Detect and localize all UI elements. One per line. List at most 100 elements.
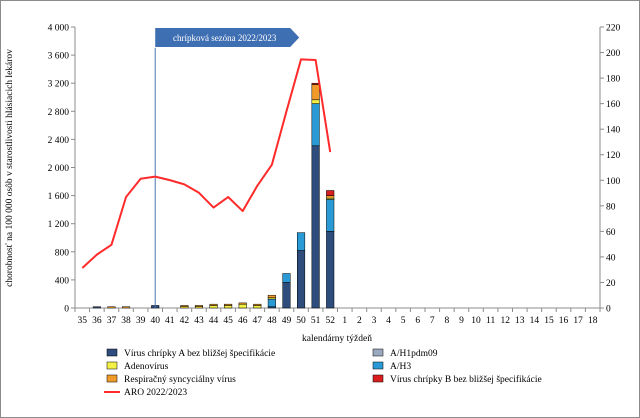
x-tick-label: 16: [559, 316, 569, 326]
season-arrow-banner: [155, 28, 300, 47]
bar-segment: [311, 145, 320, 309]
left-tick-label: 800: [55, 248, 70, 258]
y-axis-title: chorobnosť na 100 000 osôb v starostlivo…: [4, 49, 15, 287]
bar-segment: [122, 306, 131, 309]
x-tick-label: 49: [282, 316, 292, 326]
right-tick-label: 60: [606, 228, 616, 238]
x-tick-label: 10: [471, 316, 481, 326]
legend-label: ARO 2022/2023: [124, 388, 187, 398]
right-tick-label: 20: [606, 279, 616, 289]
bar-segment: [209, 305, 218, 309]
bar-segment: [180, 305, 189, 307]
legend-label: Respiračný syncyciálny vírus: [124, 375, 236, 385]
x-tick-label: 40: [150, 316, 160, 326]
right-tick-label: 140: [606, 126, 621, 136]
left-tick-label: 4 000: [48, 24, 70, 34]
bar-segment: [326, 195, 335, 199]
right-tick-label: 220: [606, 24, 621, 34]
right-tick-label: 180: [606, 75, 621, 85]
left-tick-label: 1 600: [48, 192, 70, 202]
bar-segment: [267, 298, 276, 307]
x-tick-label: 15: [544, 316, 554, 326]
bar-segment: [238, 303, 247, 309]
x-tick-label: 37: [107, 316, 117, 326]
bar-segment: [326, 199, 335, 232]
x-tick-label: 35: [78, 316, 88, 326]
x-axis-title: kalendárny týždeň: [302, 334, 372, 344]
right-tick-label: 120: [606, 151, 621, 161]
x-tick-label: 48: [267, 316, 277, 326]
bar-series-group: [92, 82, 335, 309]
right-tick-label: 160: [606, 100, 621, 110]
right-tick-label: 40: [606, 253, 616, 263]
x-tick-label: 6: [415, 316, 420, 326]
x-tick-label: 4: [386, 316, 391, 326]
legend-label: Vírus chrípky B bez bližšej špecifikácie: [390, 374, 542, 385]
x-tick-label: 5: [401, 316, 406, 326]
x-tick-label: 2: [357, 316, 362, 326]
x-tick-label: 11: [486, 316, 495, 326]
legend-label: A/H1pdm09: [390, 349, 438, 359]
x-tick-label: 42: [180, 316, 190, 326]
bar-segment: [297, 250, 306, 309]
left-tick-label: 0: [64, 305, 69, 315]
bar-segment: [253, 305, 262, 309]
bar-segment: [311, 103, 320, 147]
left-tick-label: 2 800: [48, 108, 70, 118]
x-tick-label: 18: [588, 316, 598, 326]
legend-label: Vírus chrípky A bez bližšej špecifikácie: [124, 348, 275, 359]
x-tick-label: 45: [223, 316, 233, 326]
x-tick-label: 8: [445, 316, 450, 326]
right-tick-label: 100: [606, 177, 621, 187]
x-tick-label: 7: [430, 316, 435, 326]
left-tick-label: 3 200: [48, 80, 70, 90]
bar-segment: [238, 302, 247, 305]
legend-swatch: [372, 361, 384, 370]
x-tick-label: 43: [194, 316, 204, 326]
x-tick-label: 3: [372, 316, 377, 326]
right-tick-label: 80: [606, 202, 616, 212]
left-axis-ticks: 0 400 800 1 200 1 600 2 000 2 400 2 800 3 200 3 6…: [48, 24, 75, 315]
bar-segment: [297, 232, 306, 251]
left-tick-label: 2 400: [48, 136, 70, 146]
bar-segment: [107, 306, 116, 309]
bar-segment: [326, 231, 335, 309]
x-tick-label: 50: [296, 316, 306, 326]
bar-segment: [209, 303, 218, 306]
x-axis-ticks: 35 36 37 38 39 40 41 42 43 44 45 46 47 48 49 50 51 52 1 2 3 4…: [74, 308, 601, 326]
x-tick-label: 46: [238, 316, 248, 326]
legend-label: A/H3: [390, 362, 411, 372]
right-axis-ticks: 0 20 40 60 80 100 120 140 160 180 200 220: [600, 24, 621, 315]
x-tick-label: 38: [121, 316, 131, 326]
legend-swatch: [106, 348, 118, 357]
legend-swatch: [106, 361, 118, 370]
legend-label: Adenovírus: [124, 362, 169, 372]
left-tick-label: 1 200: [48, 220, 70, 230]
x-tick-label: 44: [209, 316, 219, 326]
bar-segment: [282, 282, 291, 309]
bar-segment: [92, 306, 101, 309]
bar-segment: [224, 303, 233, 306]
x-tick-label: 41: [165, 316, 175, 326]
bar-segment: [267, 294, 276, 299]
left-tick-label: 2 000: [48, 164, 70, 174]
x-tick-label: 12: [500, 316, 510, 326]
season-annotation: chrípková sezóna 2022/2023: [154, 28, 300, 308]
bar-segment: [253, 303, 262, 306]
aro-line: [81, 58, 332, 269]
x-tick-label: 39: [136, 316, 146, 326]
x-tick-label: 47: [253, 316, 263, 326]
x-tick-label: 1: [342, 316, 347, 326]
season-label: chrípková sezóna 2022/2023: [173, 33, 277, 43]
bar-segment: [326, 190, 335, 196]
legend: Vírus chrípky A bez bližšej špecifikácie…: [104, 348, 542, 398]
left-tick-label: 400: [55, 276, 70, 286]
bar-segment: [311, 84, 320, 101]
bar-segment: [311, 82, 320, 85]
left-tick-label: 3 600: [48, 52, 70, 62]
bar-segment: [224, 305, 233, 309]
x-tick-label: 51: [311, 316, 321, 326]
x-tick-label: 13: [515, 316, 525, 326]
